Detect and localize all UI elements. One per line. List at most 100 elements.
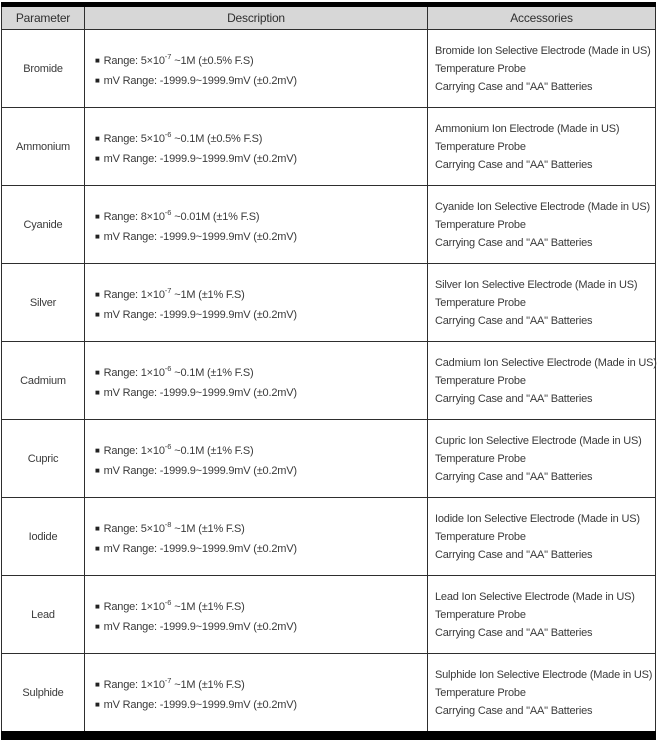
- accessories-cell: Cadmium Ion Selective Electrode (Made in…: [427, 341, 657, 420]
- mv-range-text: mV Range: -1999.9~1999.9mV (±0.2mV): [103, 152, 297, 165]
- mv-range-text: mV Range: -1999.9~1999.9mV (±0.2mV): [103, 308, 297, 321]
- range-base: Range: 1×10: [103, 678, 165, 691]
- bullet-square-icon: ■: [95, 309, 100, 319]
- accessories-cell: Ammonium Ion Electrode (Made in US) Temp…: [427, 107, 656, 186]
- mv-range-line: ■ mV Range: -1999.9~1999.9mV (±0.2mV): [95, 461, 421, 481]
- accessory-case-batteries: Carrying Case and "AA" Batteries: [435, 704, 593, 717]
- range-base: Range: 1×10: [103, 444, 165, 457]
- range-exponent: -6: [164, 441, 172, 451]
- mv-range-line: ■ mV Range: -1999.9~1999.9mV (±0.2mV): [95, 71, 421, 91]
- range-text: Range: 1×10-6 ~1M (±1% F.S): [103, 598, 245, 613]
- accessory-case-batteries: Carrying Case and "AA" Batteries: [435, 626, 593, 639]
- accessory-temperature-probe: Temperature Probe: [435, 686, 526, 699]
- range-line: ■ Range: 5×10-7 ~1M (±0.5% F.S): [95, 47, 421, 71]
- bullet-square-icon: ■: [95, 445, 100, 455]
- bullet-square-icon: ■: [95, 621, 100, 631]
- mv-range-line: ■ mV Range: -1999.9~1999.9mV (±0.2mV): [95, 695, 421, 715]
- description-cell: ■ Range: 1×10-7 ~1M (±1% F.S) ■ mV Range: …: [84, 653, 428, 736]
- mv-range-line: ■ mV Range: -1999.9~1999.9mV (±0.2mV): [95, 539, 421, 559]
- accessory-electrode: Sulphide Ion Selective Electrode (Made i…: [435, 668, 653, 681]
- range-exponent: -7: [164, 285, 172, 295]
- range-text: Range: 1×10-6 ~0.1M (±1% F.S): [103, 441, 254, 457]
- range-rest: ~1M (±1% F.S): [171, 522, 245, 535]
- range-rest: ~0.1M (±1% F.S): [171, 444, 254, 457]
- mv-range-text: mV Range: -1999.9~1999.9mV (±0.2mV): [103, 230, 297, 243]
- range-text: Range: 1×10-6 ~0.1M (±1% F.S): [104, 364, 254, 379]
- bullet-square-icon: ■: [95, 601, 100, 611]
- mv-range-line: ■ mV Range: -1999.9~1999.9mV (±0.2mV): [95, 227, 421, 247]
- mv-range-line: ■ mV Range: -1999.9~1999.9mV (±0.2mV): [95, 617, 421, 637]
- accessory-case-batteries: Carrying Case and "AA" Batteries: [435, 236, 593, 249]
- parameter-cell: Sulphide: [1, 653, 85, 736]
- bullet-square-icon: ■: [95, 523, 100, 533]
- table-row: Cyanide ■ Range: 8×10-6 ~0.01M (±1% F.S) …: [1, 185, 656, 264]
- mv-range-line: ■ mV Range: -1999.9~1999.9mV (±0.2mV): [95, 149, 421, 169]
- accessories-cell: Cupric Ion Selective Electrode (Made in …: [427, 419, 656, 498]
- range-text: Range: 8×10-6 ~0.01M (±1% F.S): [104, 207, 260, 223]
- accessory-temperature-probe: Temperature Probe: [435, 608, 526, 621]
- range-base: Range: 5×10: [103, 54, 165, 67]
- accessory-temperature-probe: Temperature Probe: [435, 296, 526, 309]
- range-rest: ~1M (±1% F.S): [171, 600, 245, 613]
- range-text: Range: 5×10-6 ~0.1M (±0.5% F.S): [104, 130, 263, 145]
- bullet-square-icon: ■: [95, 679, 100, 689]
- description-cell: ■ Range: 1×10-6 ~0.1M (±1% F.S) ■ mV Range…: [84, 341, 428, 420]
- bullet-square-icon: ■: [95, 387, 100, 397]
- table-row: Ammonium ■ Range: 5×10-6 ~0.1M (±0.5% F.S…: [1, 107, 656, 186]
- range-rest: ~1M (±0.5% F.S): [171, 54, 254, 67]
- mv-range-text: mV Range: -1999.9~1999.9mV (±0.2mV): [103, 464, 297, 477]
- parameter-cell: Silver: [1, 263, 85, 342]
- bullet-square-icon: ■: [95, 211, 100, 221]
- accessories-cell: Lead Ion Selective Electrode (Made in US…: [427, 575, 656, 654]
- header-accessories: Accessories: [427, 4, 656, 30]
- accessory-case-batteries: Carrying Case and "AA" Batteries: [435, 314, 593, 327]
- range-line: ■ Range: 1×10-6 ~0.1M (±1% F.S): [95, 437, 421, 461]
- range-exponent: -6: [164, 207, 172, 217]
- range-line: ■ Range: 5×10-8 ~1M (±1% F.S): [95, 515, 421, 539]
- bullet-square-icon: ■: [95, 699, 100, 709]
- range-exponent: -8: [164, 519, 172, 529]
- range-text: Range: 5×10-7 ~1M (±0.5% F.S): [103, 51, 254, 67]
- range-rest: ~0.1M (±0.5% F.S): [171, 132, 263, 145]
- mv-range-line: ■ mV Range: -1999.9~1999.9mV (±0.2mV): [95, 383, 421, 403]
- description-cell: ■ Range: 5×10-8 ~1M (±1% F.S) ■ mV Range: …: [84, 497, 428, 576]
- accessories-cell: Bromide Ion Selective Electrode (Made in…: [427, 29, 656, 108]
- accessories-cell: Sulphide Ion Selective Electrode (Made i…: [427, 653, 656, 736]
- range-line: ■ Range: 8×10-6 ~0.01M (±1% F.S): [95, 203, 421, 227]
- range-rest: ~1M (±1% F.S): [171, 678, 245, 691]
- range-text: Range: 1×10-7 ~1M (±1% F.S): [103, 676, 245, 691]
- range-line: ■ Range: 1×10-6 ~1M (±1% F.S): [95, 593, 421, 617]
- range-base: Range: 1×10: [103, 600, 165, 613]
- description-cell: ■ Range: 5×10-6 ~0.1M (±0.5% F.S) ■ mV Ran…: [84, 107, 428, 186]
- table-row: Sulphide ■ Range: 1×10-7 ~1M (±1% F.S) ■ m…: [1, 653, 656, 736]
- range-line: ■ Range: 1×10-7 ~1M (±1% F.S): [95, 281, 421, 305]
- accessory-temperature-probe: Temperature Probe: [435, 62, 526, 75]
- parameter-cell: Iodide: [1, 497, 85, 576]
- range-text: Range: 1×10-7 ~1M (±1% F.S): [104, 285, 245, 301]
- accessory-temperature-probe: Temperature Probe: [435, 374, 526, 387]
- table-row: Iodide ■ Range: 5×10-8 ~1M (±1% F.S) ■ mV …: [1, 497, 656, 576]
- accessories-cell: Silver Ion Selective Electrode (Made in …: [427, 263, 656, 342]
- table-row: Silver ■ Range: 1×10-7 ~1M (±1% F.S) ■ mV …: [1, 263, 656, 342]
- accessory-case-batteries: Carrying Case and "AA" Batteries: [435, 158, 593, 171]
- bullet-square-icon: ■: [95, 75, 100, 85]
- range-exponent: -7: [164, 51, 172, 61]
- header-parameter: Parameter: [1, 4, 85, 30]
- mv-range-text: mV Range: -1999.9~1999.9mV (±0.2mV): [103, 386, 297, 399]
- bullet-square-icon: ■: [95, 543, 100, 553]
- accessory-case-batteries: Carrying Case and "AA" Batteries: [435, 470, 593, 483]
- range-line: ■ Range: 1×10-7 ~1M (±1% F.S): [95, 671, 421, 695]
- bullet-square-icon: ■: [95, 231, 100, 241]
- description-cell: ■ Range: 8×10-6 ~0.01M (±1% F.S) ■ mV Rang…: [84, 185, 428, 264]
- mv-range-text: mV Range: -1999.9~1999.9mV (±0.2mV): [103, 74, 297, 87]
- accessory-temperature-probe: Temperature Probe: [435, 218, 526, 231]
- parameter-cell: Ammonium: [1, 107, 85, 186]
- parameter-cell: Bromide: [1, 29, 85, 108]
- accessory-temperature-probe: Temperature Probe: [435, 140, 526, 153]
- parameter-cell: Cyanide: [1, 185, 85, 264]
- bullet-square-icon: ■: [95, 367, 100, 377]
- description-cell: ■ Range: 5×10-7 ~1M (±0.5% F.S) ■ mV Range…: [84, 29, 428, 108]
- mv-range-line: ■ mV Range: -1999.9~1999.9mV (±0.2mV): [95, 305, 421, 325]
- accessories-cell: Cyanide Ion Selective Electrode (Made in…: [427, 185, 656, 264]
- range-rest: ~0.01M (±1% F.S): [171, 210, 260, 223]
